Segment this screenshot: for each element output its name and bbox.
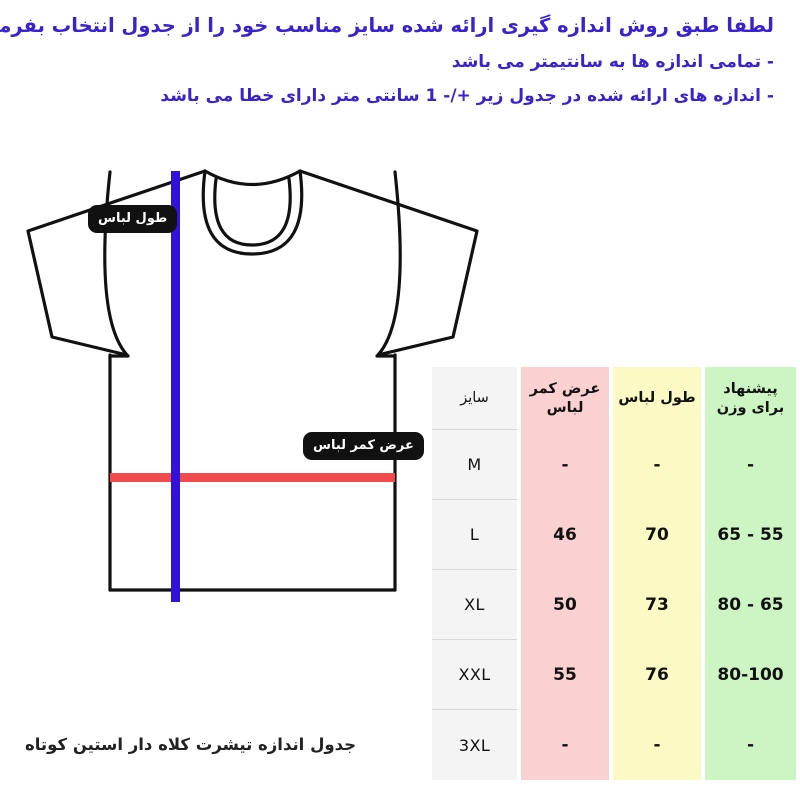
instruction-line-2: - تمامی اندازه ها به سانتیمتر می باشد [451,52,774,73]
column-header-size: سایز [432,367,517,430]
badge-waist-width: عرض کمر لباس [303,432,424,460]
table-cell-waist-xxl: 55 [553,665,577,685]
instruction-line-1: لطفا طبق روش اندازه گیری ارائه شده سایز … [0,14,774,37]
table-cell-length-m: - [653,455,661,475]
table-cell-length-3xl: - [653,735,661,755]
table-cell-length-xxl: 76 [645,665,669,685]
tshirt-body-path [26,169,479,592]
tshirt-outline-svg [26,169,479,602]
table-cell-waist-l: 46 [553,525,577,545]
collar-icon [201,169,304,256]
column-header-weight: پیشنهاد برای وزن [716,381,785,416]
table-cell-waist-xl: 50 [553,595,577,615]
table-column-waist: عرض کمر لباس - 46 50 55 - [521,367,609,780]
table-cell-waist-m: - [561,455,569,475]
table-cell-size-l: L [432,500,517,570]
table-cell-weight-l: 55 - 65 [717,525,784,545]
table-cell-weight-xl: 65 - 80 [717,595,784,615]
table-cell-size-xl: XL [432,570,517,640]
table-column-length: طول لباس - 70 73 76 - [613,367,701,780]
table-cell-size-xxl: XXL [432,640,517,710]
length-measure-line [171,171,180,602]
chart-caption: جدول اندازه تیشرت کلاه دار استین کوتاه [25,735,357,754]
size-table: پیشنهاد برای وزن - 55 - 65 65 - 80 80-10… [428,367,796,780]
waist-measure-line [110,473,395,482]
table-cell-weight-xxl: 80-100 [717,665,784,685]
instructions-block: لطفا طبق روش اندازه گیری ارائه شده سایز … [0,0,800,135]
table-cell-length-xl: 73 [645,595,669,615]
table-cell-weight-m: - [746,455,755,475]
table-cell-size-m: M [432,430,517,500]
table-cell-size-3xl: 3XL [432,710,517,780]
badge-garment-length: طول لباس [88,205,178,233]
table-column-weight: پیشنهاد برای وزن - 55 - 65 65 - 80 80-10… [705,367,796,780]
instruction-line-3: - اندازه های ارائه شده در جدول زیر +/- 1… [160,85,774,106]
column-header-length: طول لباس [618,390,696,407]
column-header-waist: عرض کمر لباس [529,381,601,416]
tshirt-diagram [0,125,560,645]
table-cell-waist-3xl: - [561,735,569,755]
table-column-size: سایز M L XL XXL 3XL [432,367,517,780]
table-cell-weight-3xl: - [746,735,755,755]
table-cell-length-l: 70 [645,525,669,545]
